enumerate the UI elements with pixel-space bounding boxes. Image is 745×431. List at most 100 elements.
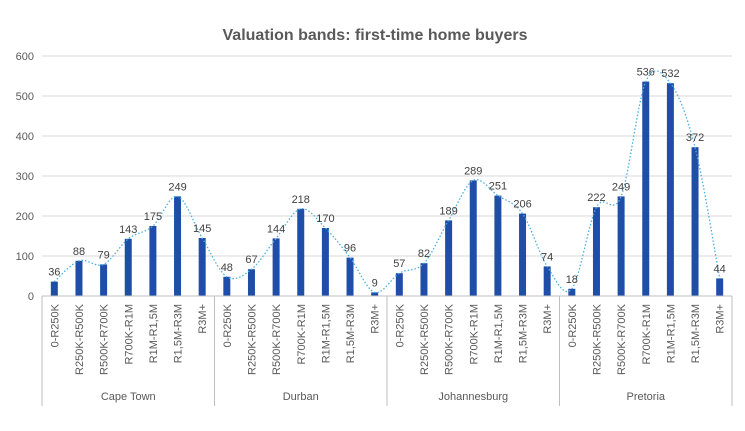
data-label: 48 [221,262,233,274]
y-tick-label: 400 [16,131,34,143]
bar [469,180,477,296]
data-label: 372 [686,132,704,144]
data-label: 249 [612,181,630,193]
data-label: 144 [267,223,285,235]
bar [642,81,650,296]
category-label: 0-R250K [49,303,61,347]
group-label: Pretoria [626,391,665,403]
bar [50,281,58,296]
bar [568,288,576,296]
bar [149,226,157,296]
bar [716,278,724,296]
data-label: 36 [48,267,60,279]
bar [346,257,354,296]
data-label: 145 [193,223,211,235]
bar [321,228,329,296]
data-label: 74 [541,251,553,263]
category-label: R250K-R500K [591,303,603,375]
bar [666,83,674,296]
category-label: 0-R250K [222,303,234,347]
category-label: R1M-R1,5M [493,304,505,363]
data-label: 82 [418,248,430,260]
category-label: R1,5M-R3M [518,304,530,363]
category-label: R700K-R1M [123,304,135,365]
gridlines [42,55,732,297]
bar [174,196,182,296]
data-label: 57 [393,258,405,270]
data-label: 96 [344,243,356,255]
data-label: 189 [439,205,457,217]
category-label: R700K-R1M [468,304,480,365]
bar [100,264,108,296]
bar [198,238,206,296]
y-tick-label: 500 [16,91,34,103]
y-axis: 0 100 200 300 400 500 600 [16,51,34,303]
category-label: R1M-R1,5M [320,304,332,363]
trendline [53,70,721,294]
data-label: 536 [637,67,655,79]
bar [297,208,305,296]
category-label: R500K-R700K [444,303,456,375]
data-label: 88 [73,246,85,258]
bars [50,81,724,296]
x-axis: 0-R250K R250K-R500K R500K-R700K R700K-R1M R1… [41,295,733,406]
category-label: R1,5M-R3M [690,304,702,363]
category-label: R250K-R500K [246,303,258,375]
data-label: 222 [587,192,605,204]
category-label: R1M-R1,5M [665,304,677,363]
category-label: R1,5M-R3M [173,304,185,363]
group-label: Johannesburg [438,391,508,403]
category-label: 0-R250K [394,303,406,347]
data-label: 79 [97,249,109,261]
y-tick-label: 0 [28,291,34,303]
bar [519,213,527,296]
category-label: R500K-R700K [271,303,283,375]
bar [494,195,502,296]
category-label: R1,5M-R3M [345,304,357,363]
bar [247,269,255,296]
chart-title: Valuation bands: first-time home buyers [223,27,528,44]
bar [124,238,132,296]
data-label: 206 [513,199,531,211]
data-label: 9 [372,277,378,289]
bar [75,260,83,296]
category-label: R500K-R700K [616,303,628,375]
bar [691,147,699,296]
category-label: R250K-R500K [419,303,431,375]
category-label: R500K-R700K [99,303,111,375]
category-label: R3M+ [197,304,209,334]
bar [592,207,600,296]
data-labels: 36 88 79 143 175 249 145 48 67 144 218 170 96 9 57 82 18… [48,67,726,290]
bar [223,276,231,296]
data-label: 18 [566,274,578,286]
group-label: Durban [283,391,319,403]
data-label: 532 [661,68,679,80]
bar [272,238,280,296]
bar [395,273,403,296]
bar [543,266,551,296]
y-tick-label: 100 [16,251,34,263]
bar [445,220,453,296]
data-label: 175 [144,211,162,223]
category-label: R3M+ [542,304,554,334]
data-label: 44 [714,263,726,275]
bar [617,196,625,296]
trendline-path [53,70,721,294]
group-label: Cape Town [101,391,156,403]
category-label: 0-R250K [567,303,579,347]
category-label: R1M-R1,5M [148,304,160,363]
data-label: 218 [292,194,310,206]
data-label: 251 [489,181,507,193]
data-label: 143 [119,224,137,236]
data-label: 249 [168,181,186,193]
y-tick-label: 200 [16,211,34,223]
y-tick-label: 600 [16,51,34,63]
data-label: 289 [464,165,482,177]
bar [420,263,428,296]
y-tick-label: 300 [16,171,34,183]
category-label: R250K-R500K [74,303,86,375]
category-label: R700K-R1M [296,304,308,365]
category-label: R700K-R1M [641,304,653,365]
data-label: 170 [316,213,334,225]
